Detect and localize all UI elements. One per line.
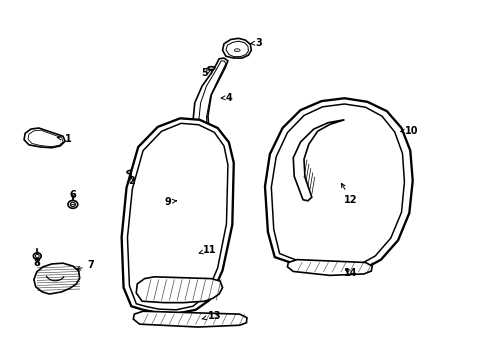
Text: 2: 2 [128, 176, 135, 186]
Text: 4: 4 [221, 93, 232, 103]
Text: 6: 6 [69, 190, 76, 200]
Polygon shape [287, 260, 371, 275]
Text: 8: 8 [34, 258, 41, 268]
Text: 14: 14 [344, 267, 357, 278]
Ellipse shape [68, 201, 78, 208]
Ellipse shape [207, 67, 214, 69]
Ellipse shape [234, 49, 240, 51]
Text: 13: 13 [202, 311, 221, 320]
Text: 11: 11 [199, 245, 216, 255]
Text: 10: 10 [400, 126, 417, 135]
Ellipse shape [129, 178, 134, 180]
Ellipse shape [35, 255, 39, 258]
Polygon shape [133, 311, 246, 327]
Text: 5: 5 [201, 68, 210, 78]
Ellipse shape [70, 202, 75, 207]
Polygon shape [136, 277, 222, 303]
Text: 1: 1 [57, 134, 71, 144]
Text: 9: 9 [164, 197, 176, 207]
Polygon shape [24, 128, 65, 148]
Ellipse shape [33, 253, 41, 259]
Text: 12: 12 [341, 183, 357, 205]
Polygon shape [264, 98, 412, 273]
Polygon shape [192, 58, 227, 149]
Polygon shape [122, 118, 233, 314]
Polygon shape [222, 39, 251, 58]
Polygon shape [34, 263, 80, 294]
Ellipse shape [127, 170, 136, 174]
Text: 3: 3 [250, 38, 262, 48]
Polygon shape [293, 120, 344, 201]
Text: 7: 7 [77, 260, 94, 270]
